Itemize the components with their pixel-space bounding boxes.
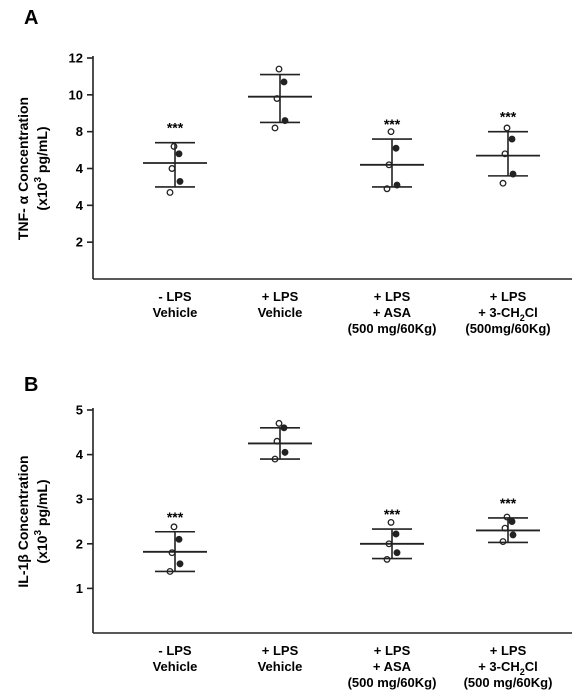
y-tick-label: 4 xyxy=(76,447,84,462)
x-category-label: + ASA xyxy=(373,305,412,320)
y-axis-unit-text: (x10 xyxy=(34,182,50,210)
x-category-label: + ASA xyxy=(373,659,412,674)
significance-marker: *** xyxy=(167,120,184,136)
y-axis-unit-text: pg/mL) xyxy=(34,126,50,177)
y-axis-unit: (x103 pg/mL) xyxy=(33,126,50,210)
data-point xyxy=(176,177,184,185)
data-group: *** xyxy=(143,120,207,196)
data-point xyxy=(508,518,516,525)
data-group xyxy=(248,419,312,463)
data-point xyxy=(170,523,178,531)
y-axis-title: TNF- α Concentration xyxy=(15,97,31,240)
significance-marker: *** xyxy=(500,109,517,125)
x-category-label: + LPS xyxy=(262,643,299,658)
data-point xyxy=(166,188,174,196)
x-category-label: + LPS xyxy=(374,289,411,304)
y-tick-label: 1 xyxy=(76,581,83,596)
data-point xyxy=(175,150,183,158)
x-category-label: Vehicle xyxy=(258,305,303,320)
x-category-label: Vehicle xyxy=(153,305,198,320)
x-category-label-subscript: 2 xyxy=(520,313,525,323)
y-axis-unit-text: pg/mL) xyxy=(34,479,50,530)
data-point xyxy=(499,538,507,546)
data-point xyxy=(176,560,184,568)
panel-label: B xyxy=(24,374,38,396)
y-tick-label: 8 xyxy=(76,124,83,139)
y-axis-unit: (x103 pg/mL) xyxy=(33,479,50,563)
x-category-label: - LPS xyxy=(158,289,192,304)
x-category-label-text: Cl xyxy=(525,659,538,674)
x-category-label: + LPS xyxy=(374,643,411,658)
data-point xyxy=(275,65,283,73)
y-tick-label: 3 xyxy=(76,492,83,507)
data-point xyxy=(170,142,178,150)
x-category-label: (500 mg/60Kg) xyxy=(348,321,437,336)
data-point xyxy=(280,78,288,86)
y-tick-label: 2 xyxy=(76,235,83,250)
data-point xyxy=(393,549,401,557)
data-point xyxy=(392,144,400,152)
data-point xyxy=(509,531,517,539)
data-point xyxy=(499,179,507,187)
x-category-label-text: + 3-CH xyxy=(478,305,520,320)
y-tick-label: 12 xyxy=(69,51,83,66)
significance-marker: *** xyxy=(384,506,401,522)
significance-marker: *** xyxy=(500,495,517,511)
data-point xyxy=(503,124,511,132)
data-point xyxy=(503,513,511,521)
x-category-label: + LPS xyxy=(490,289,527,304)
data-point xyxy=(271,124,279,132)
data-point xyxy=(387,518,395,526)
data-point xyxy=(383,555,391,563)
data-group: *** xyxy=(476,495,540,546)
x-category-label: + LPS xyxy=(490,643,527,658)
x-category-label: Vehicle xyxy=(258,659,303,674)
data-group: *** xyxy=(360,506,424,563)
significance-marker: *** xyxy=(167,509,184,525)
x-category-label: Vehicle xyxy=(153,659,198,674)
x-category-label-subscript: 2 xyxy=(520,667,525,677)
x-category-label-text: + 3-CH xyxy=(478,659,520,674)
y-axis-unit-superscript: 3 xyxy=(33,177,44,183)
y-tick-label: 2 xyxy=(76,536,83,551)
panel-a: A 2 4 4 8 10 12 TNF- α Concentration (x103 pg/mL… xyxy=(15,7,572,336)
x-category-label: - LPS xyxy=(158,643,192,658)
x-category-label: + 3-CH2Cl xyxy=(478,659,538,677)
data-group xyxy=(248,65,312,132)
x-category-label-text: Cl xyxy=(525,305,538,320)
y-axis-unit-superscript: 3 xyxy=(33,530,44,536)
y-axis-title: IL-1β Concentration xyxy=(15,455,31,587)
y-tick-label: 5 xyxy=(76,403,83,418)
data-point xyxy=(508,135,516,143)
x-category-label: (500 mg/60Kg) xyxy=(464,675,553,690)
data-point xyxy=(168,165,176,172)
x-category-label: (500mg/60Kg) xyxy=(465,321,550,336)
data-point xyxy=(281,448,289,456)
data-point xyxy=(387,128,395,136)
significance-marker: *** xyxy=(384,116,401,132)
y-tick-label: 4 xyxy=(76,198,84,213)
x-category-label: + 3-CH2Cl xyxy=(478,305,538,323)
data-group: *** xyxy=(143,509,207,575)
data-group: *** xyxy=(360,116,424,193)
data-point xyxy=(392,530,400,538)
y-tick-label: 4 xyxy=(76,161,84,176)
data-point xyxy=(275,419,283,427)
y-axis-unit-text: (x10 xyxy=(34,535,50,563)
panel-label: A xyxy=(24,7,38,29)
y-tick-label: 10 xyxy=(69,87,83,102)
data-point xyxy=(175,535,183,543)
data-group: *** xyxy=(476,109,540,187)
x-category-label: (500 mg/60Kg) xyxy=(348,675,437,690)
x-category-label: + LPS xyxy=(262,289,299,304)
